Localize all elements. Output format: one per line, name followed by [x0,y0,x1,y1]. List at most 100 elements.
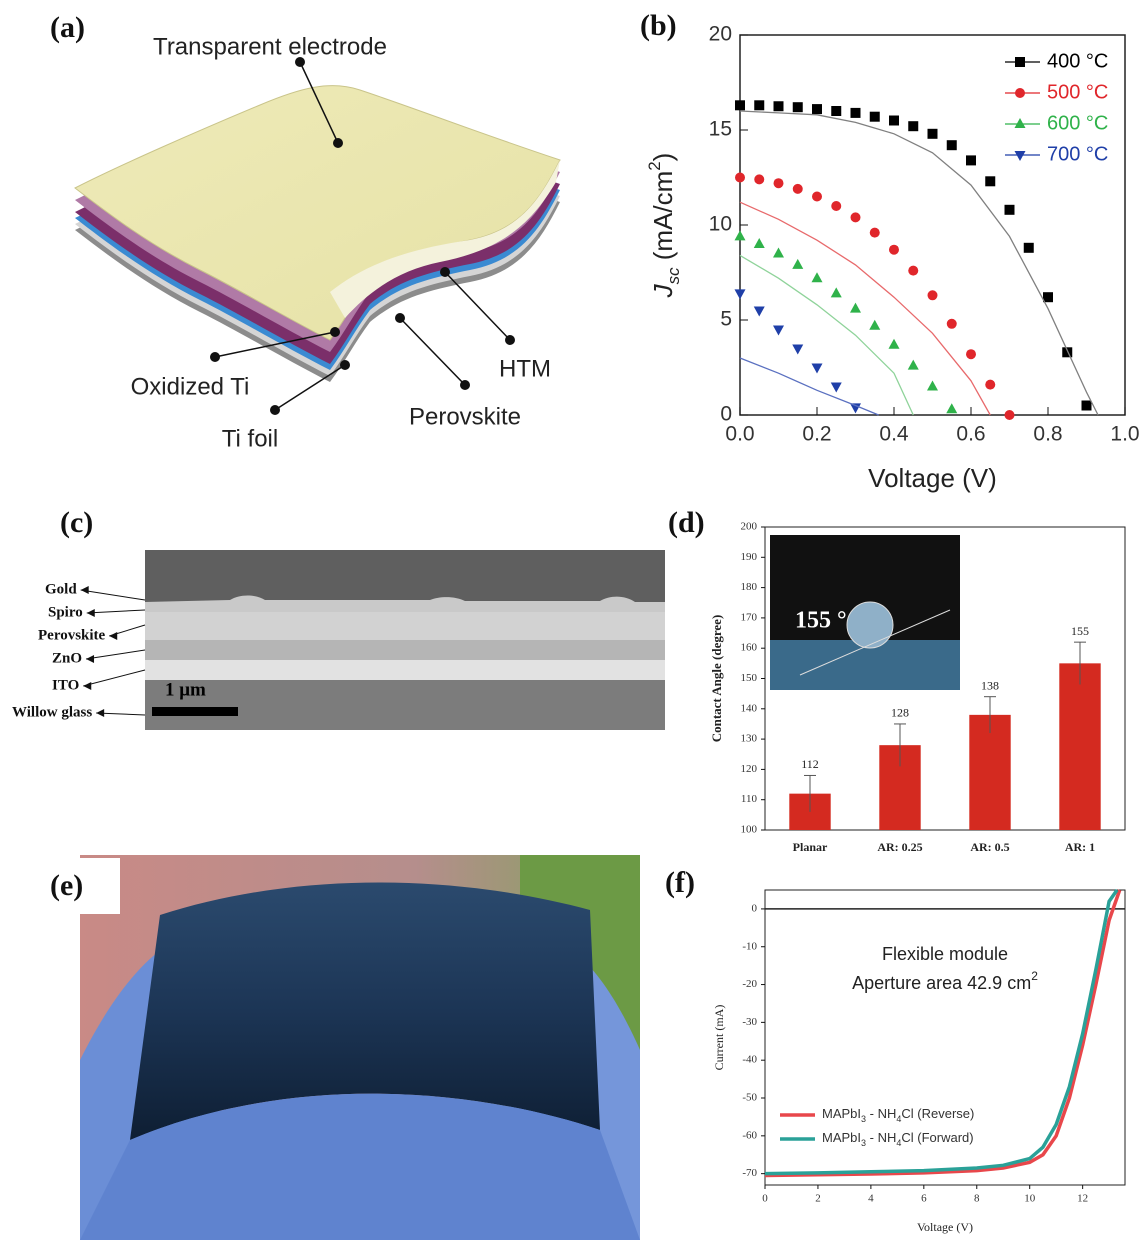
x-tick-label: 0 [762,1193,768,1205]
marker [908,266,918,276]
marker [1062,347,1072,357]
panel-label: (e) [50,869,83,902]
figure: (a)Transparent electrodeHTMPerovskiteOxi… [0,0,1140,1240]
callout-dot [440,267,450,277]
y-tick-label: 180 [741,581,758,593]
y-tick-label: 160 [741,642,758,654]
curve [740,111,1098,415]
legend-label: 500 °C [1047,81,1108,103]
marker [870,112,880,122]
y-tick-label: 5 [720,308,732,331]
x-tick-label: Planar [793,840,828,854]
curve [740,358,879,415]
data-label: 112 [801,757,819,771]
marker [889,339,900,349]
layer-label: Transparent electrode [153,33,387,60]
marker [754,238,765,248]
marker [812,272,823,282]
marker [985,176,995,186]
y-tick-label: 15 [709,118,732,141]
marker [1015,118,1026,128]
marker [793,102,803,112]
callout-dot [210,352,220,362]
marker [812,364,823,374]
layer-arrow [86,650,145,659]
layer-label: Willow glass [12,704,92,720]
marker [851,108,861,118]
marker [792,259,803,269]
x-tick-label: 12 [1077,1193,1088,1205]
marker [754,100,764,110]
data-label: 128 [891,706,909,720]
marker [773,326,784,336]
layer-label: Ti foil [222,425,278,452]
marker [774,178,784,188]
x-axis-label: Voltage (V) [917,1220,973,1234]
text-part: Aperture area 42.9 cm [852,973,1031,993]
y-axis-label: Jsc (mA/cm2) [645,153,683,299]
marker [850,303,861,313]
inset-label: 155 ° [795,608,847,634]
legend-label: MAPbI3 - NH4Cl (Reverse) [822,1106,974,1124]
marker [947,140,957,150]
callout-line [400,318,465,385]
marker [908,121,918,131]
marker [735,173,745,183]
marker [1015,151,1026,161]
callout-line [275,365,345,410]
text-part: sc [664,267,683,284]
arrow-head [81,586,89,594]
marker [889,245,899,255]
marker [754,174,764,184]
marker [792,345,803,355]
marker [831,383,842,393]
annotation: Flexible module [882,944,1008,964]
x-tick-label: 0.6 [956,423,985,446]
marker [908,360,919,370]
marker [946,403,957,413]
layer-label: Spiro [48,604,83,620]
marker [928,290,938,300]
layer-label: ZnO [52,650,82,666]
layer-label: HTM [499,355,551,382]
x-tick-label: 0.8 [1033,423,1062,446]
legend-label: MAPbI3 - NH4Cl (Forward) [822,1130,974,1148]
marker [1015,88,1025,98]
marker [793,184,803,194]
marker [735,289,746,299]
marker [1024,243,1034,253]
y-tick-label: -40 [742,1054,757,1066]
y-tick-label: -60 [742,1129,757,1141]
x-tick-label: 8 [974,1193,980,1205]
y-tick-label: 120 [741,763,758,775]
flexible-module-photo [40,855,640,1240]
y-tick-label: -50 [742,1092,757,1104]
callout-dot [270,405,280,415]
y-tick-label: 140 [741,702,758,714]
text-part: J [648,283,678,298]
y-tick-label: 170 [741,611,758,623]
marker [774,101,784,111]
y-tick-label: -30 [742,1016,757,1028]
marker [773,248,784,258]
text-part: 2 [645,161,664,170]
marker [966,349,976,359]
marker [851,212,861,222]
marker [735,230,746,240]
y-tick-label: -10 [742,940,757,952]
y-axis-label: Current (mA) [712,1005,726,1071]
arrow-head [83,682,91,690]
marker [1005,205,1015,215]
sem-image [145,550,665,730]
layer-label: Perovskite [409,403,521,430]
marker [1015,57,1025,67]
y-tick-label: 110 [741,793,758,805]
device-schematic [75,86,560,382]
legend-label: 600 °C [1047,112,1108,134]
marker [754,307,765,317]
x-tick-label: 10 [1024,1193,1036,1205]
marker [735,100,745,110]
marker [889,116,899,126]
arrow-head [96,709,104,717]
marker [985,380,995,390]
